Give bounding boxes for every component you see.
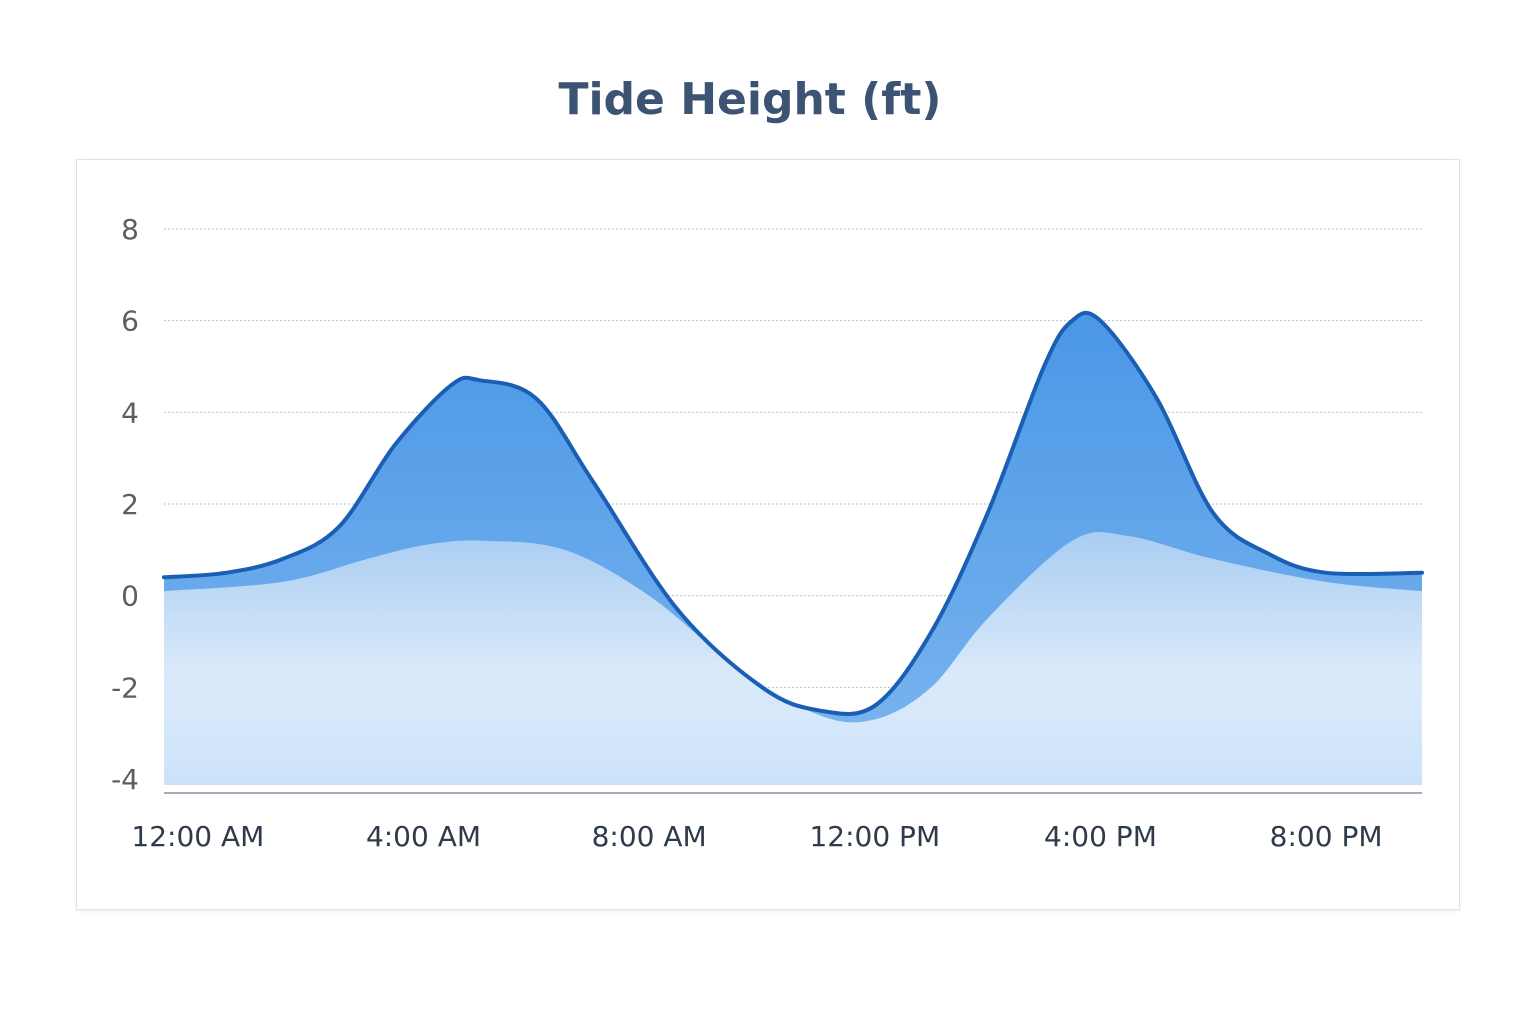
x-tick-label: 12:00 PM bbox=[809, 820, 940, 853]
y-tick-label: -4 bbox=[111, 763, 139, 796]
x-tick-label: 12:00 AM bbox=[131, 820, 264, 853]
chart-title: Tide Height (ft) bbox=[558, 74, 942, 125]
y-tick-label: -2 bbox=[111, 671, 139, 704]
y-tick-label: 0 bbox=[121, 580, 139, 613]
tide-chart: 8 6 4 2 0 -2 -4 12:00 AM 4:00 AM 8:00 AM 12:00 PM 4… bbox=[111, 213, 1424, 853]
chart-card: 8 6 4 2 0 -2 -4 12:00 AM 4:00 AM 8:00 AM 12:00 PM 4… bbox=[76, 159, 1460, 910]
x-tick-label: 8:00 AM bbox=[592, 820, 707, 853]
tide-line bbox=[162, 310, 1424, 716]
y-tick-label: 8 bbox=[121, 213, 139, 246]
label-layer: 8 6 4 2 0 -2 -4 12:00 AM 4:00 AM 8:00 AM 12:00 PM 4… bbox=[111, 213, 1382, 853]
y-tick-label: 4 bbox=[121, 396, 139, 429]
area-layer bbox=[162, 310, 1424, 785]
y-tick-label: 2 bbox=[121, 488, 139, 521]
x-tick-label: 4:00 AM bbox=[366, 820, 481, 853]
y-tick-label: 6 bbox=[121, 305, 139, 338]
x-tick-label: 8:00 PM bbox=[1270, 820, 1383, 853]
x-tick-label: 4:00 PM bbox=[1044, 820, 1157, 853]
lower-area-fill bbox=[164, 532, 1422, 785]
